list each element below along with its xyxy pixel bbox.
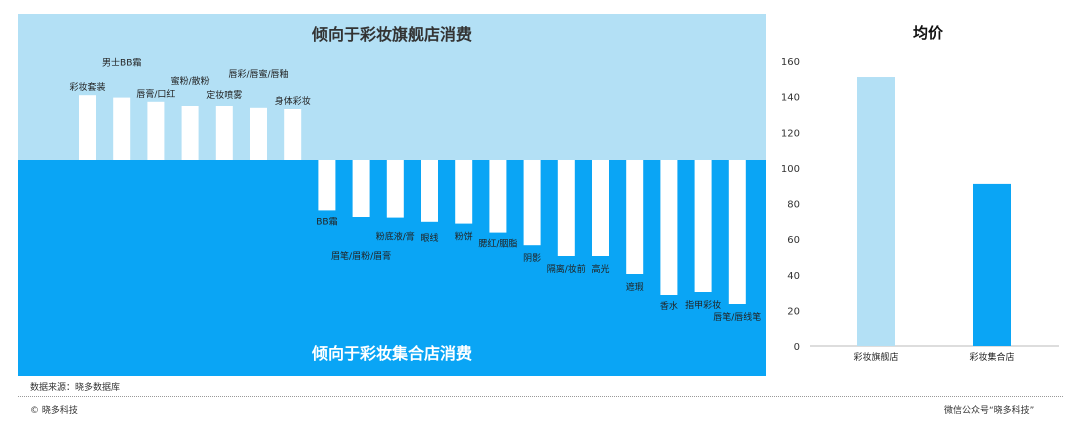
bar-10 — [421, 160, 438, 222]
bar-12 — [489, 160, 507, 233]
bar-label-18: 指甲彩妆 — [685, 299, 721, 311]
bar-9 — [386, 160, 404, 218]
bar-1 — [113, 97, 131, 160]
avg-bar-1 — [973, 183, 1011, 346]
y-tick-label-2: 40 — [787, 271, 800, 282]
bar-15 — [592, 160, 609, 256]
footer-divider — [18, 396, 1063, 397]
y-tick-label-4: 80 — [787, 200, 800, 211]
bar-14 — [557, 160, 575, 256]
bar-label-2: 唇膏/口红 — [136, 88, 175, 100]
bar-label-5: 唇彩/唇蜜/唇釉 — [228, 68, 288, 80]
bar-16 — [626, 160, 644, 274]
bar-label-4: 定妆喷雾 — [206, 89, 242, 101]
bar-0 — [79, 95, 96, 160]
bar-3 — [181, 106, 199, 160]
bar-label-7: BB霜 — [316, 216, 337, 227]
x-category-label-1: 彩妆集合店 — [969, 351, 1014, 363]
y-tick-label-1: 20 — [787, 306, 800, 317]
bar-11 — [455, 160, 473, 224]
bar-label-17: 香水 — [660, 300, 678, 312]
bar-18 — [694, 160, 712, 292]
bar-label-1: 男士BB霜 — [102, 57, 141, 69]
right-chart: 均价 0 20 40 60 80 100 120 140 160 彩妆旗舰店 彩妆集合店 — [781, 24, 1059, 363]
data-source-note: 数据来源：晓多数据库 — [30, 383, 121, 393]
bar-label-10: 眼线 — [420, 232, 438, 244]
left-chart: 倾向于彩妆旗舰店消费 倾向于彩妆集合店消费 彩妆套装 男士BB霜唇膏/口红蜜粉/散… — [18, 14, 766, 376]
bar-label-15: 高光 — [591, 263, 609, 275]
bar-label-13: 阴影 — [523, 253, 541, 264]
bar-label-8: 眉笔/眉粉/眉膏 — [331, 250, 391, 262]
bar-5 — [250, 107, 267, 160]
y-tick-label-5: 100 — [781, 164, 800, 175]
bar-19 — [728, 160, 746, 304]
y-tick-label-0: 0 — [794, 342, 800, 353]
y-tick-label-6: 120 — [781, 128, 800, 139]
bar-label-6: 身体彩妆 — [275, 95, 311, 107]
bar-label-9: 粉底液/膏 — [376, 231, 415, 243]
avg-bar-0 — [857, 77, 895, 346]
top-title: 倾向于彩妆旗舰店消费 — [311, 25, 472, 44]
bar-label-19: 唇笔/唇线笔 — [713, 311, 761, 323]
copyright-text: © 晓多科技 — [30, 406, 78, 416]
bar-13 — [523, 160, 541, 246]
bar-8 — [352, 160, 370, 217]
wechat-account-text: 微信公众号“晓多科技” — [944, 406, 1035, 416]
bar-label-0: 彩妆套装 — [69, 81, 105, 93]
bar-label-12: 腮红/胭脂 — [478, 238, 517, 250]
x-category-label-0: 彩妆旗舰店 — [853, 351, 898, 363]
bar-label-3: 蜜粉/散粉 — [171, 75, 210, 87]
bar-7 — [318, 160, 336, 211]
bar-2 — [147, 101, 165, 160]
y-tick-label-8: 160 — [781, 57, 800, 68]
bar-label-11: 粉饼 — [455, 231, 473, 243]
avg-price-title: 均价 — [913, 24, 944, 42]
bar-6 — [284, 109, 302, 160]
y-tick-label-7: 140 — [781, 93, 800, 104]
bar-label-14: 隔离/妆前 — [547, 263, 586, 275]
bar-4 — [215, 106, 233, 160]
top-region — [18, 14, 766, 160]
bar-label-16: 遮瑕 — [626, 281, 644, 293]
bottom-title: 倾向于彩妆集合店消费 — [311, 344, 472, 363]
y-tick-label-3: 60 — [787, 235, 800, 246]
bar-17 — [660, 160, 678, 295]
